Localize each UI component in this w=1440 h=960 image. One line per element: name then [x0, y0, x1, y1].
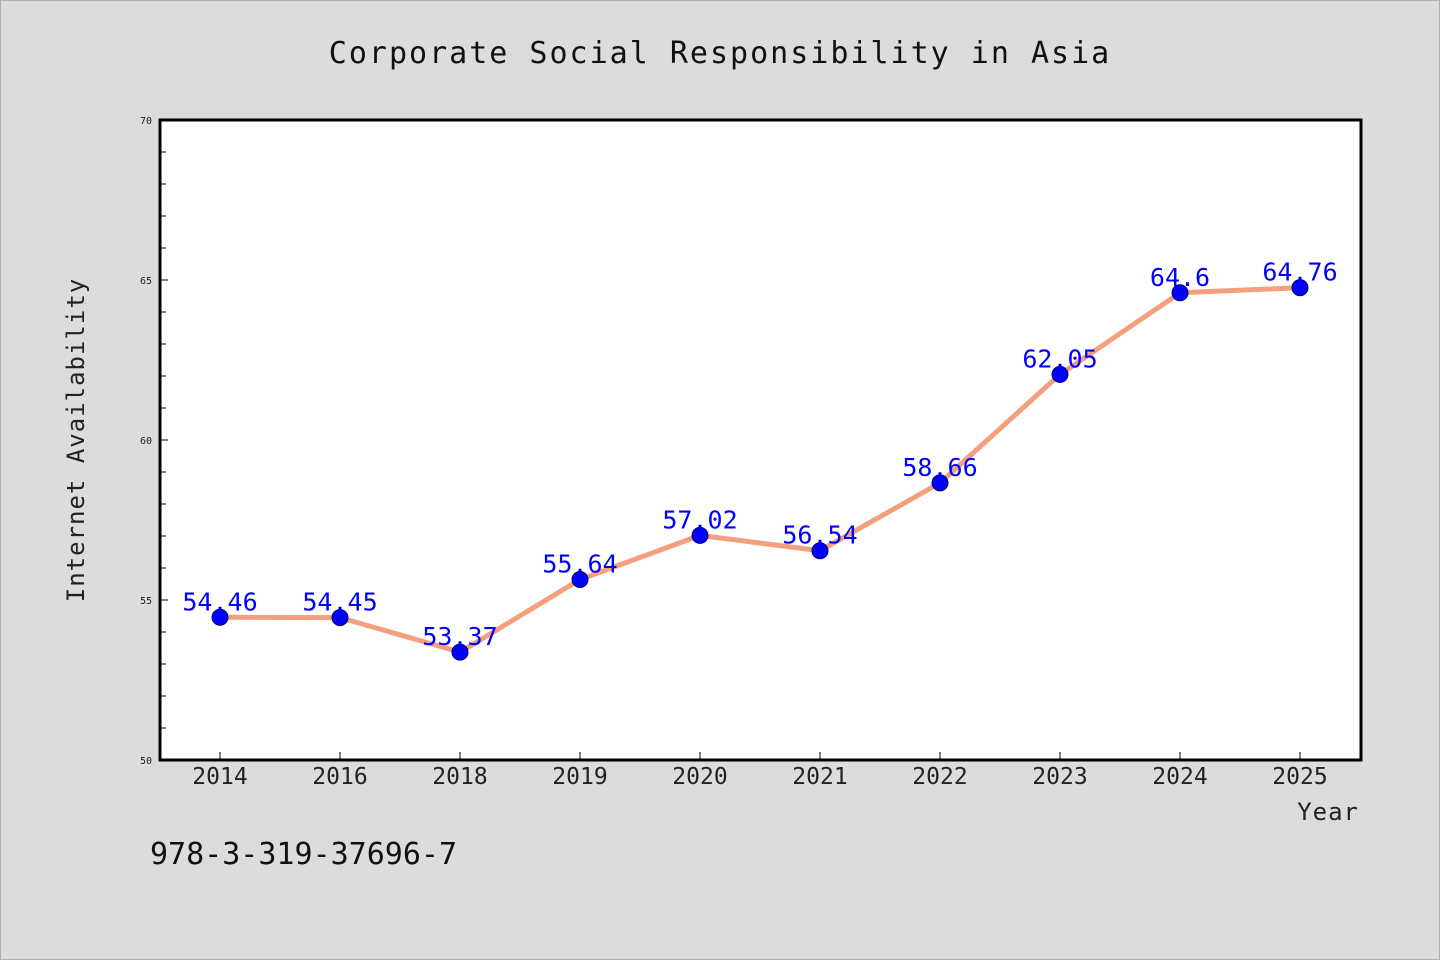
data-label: 57.02	[662, 505, 737, 534]
data-point	[811, 542, 829, 560]
x-tick-label: 2025	[1272, 764, 1327, 790]
x-tick-label: 2019	[552, 764, 607, 790]
data-label: 62.05	[1022, 344, 1097, 373]
x-tick-label: 2018	[432, 764, 487, 790]
x-tick-label: 2023	[1032, 764, 1087, 790]
data-point	[1051, 365, 1069, 383]
y-tick-label: 70	[140, 116, 152, 127]
y-tick-label: 55	[140, 596, 152, 607]
x-tick-label: 2016	[312, 764, 367, 790]
x-tick-label: 2014	[192, 764, 247, 790]
x-tick-label: 2024	[1152, 764, 1207, 790]
y-axis: 50 55 60 65 70	[140, 116, 168, 767]
y-tick-label: 60	[140, 436, 152, 447]
data-label: 64.76	[1262, 258, 1337, 287]
x-axis: 2014 2016 2018 2019 2020 2021 2022 2023 2024 2025	[192, 752, 1328, 790]
data-point	[931, 474, 949, 492]
data-point	[1291, 279, 1309, 297]
data-point	[691, 526, 709, 544]
data-label: 55.64	[542, 550, 617, 579]
data-point	[1171, 284, 1189, 302]
series-line	[217, 285, 1303, 655]
y-tick-label: 50	[140, 756, 152, 767]
data-label: 64.6	[1150, 263, 1210, 292]
data-label: 58.66	[902, 453, 977, 482]
x-axis-label: Year	[1297, 798, 1359, 826]
data-point	[451, 643, 469, 661]
data-label: 56.54	[782, 521, 857, 550]
y-axis-label: Internet Availability	[62, 278, 90, 602]
x-tick-label: 2021	[792, 764, 847, 790]
series: 54.46 54.45 53.37 55.64 57.02 56.54 58.66 62.05…	[182, 258, 1338, 661]
isbn-text: 978-3-319-37696-7	[150, 837, 457, 872]
x-tick-label: 2022	[912, 764, 967, 790]
data-point	[571, 571, 589, 589]
chart-title: Corporate Social Responsibility in Asia	[329, 36, 1111, 71]
x-tick-label: 2020	[672, 764, 727, 790]
data-label: 54.46	[182, 587, 257, 616]
data-point	[211, 608, 229, 626]
data-label: 54.45	[302, 588, 377, 617]
data-point	[331, 609, 349, 627]
y-tick-label: 65	[140, 276, 152, 287]
plot-area	[158, 118, 1363, 762]
data-label: 53.37	[422, 622, 497, 651]
